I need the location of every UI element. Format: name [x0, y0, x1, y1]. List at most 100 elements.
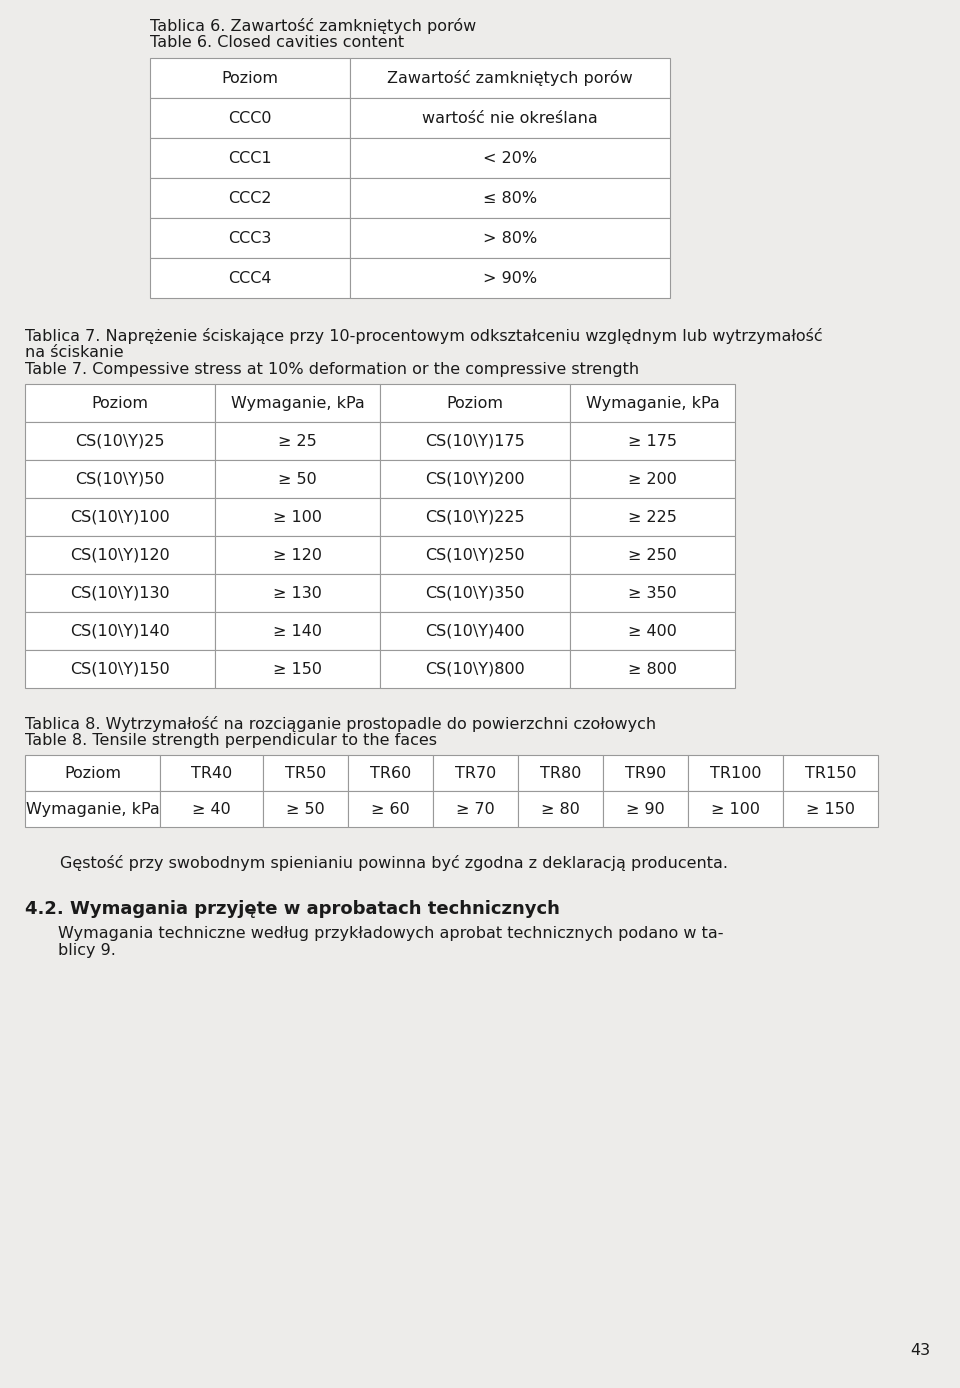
Text: CCC4: CCC4 [228, 271, 272, 286]
Text: Table 8. Tensile strength perpendicular to the faces: Table 8. Tensile strength perpendicular … [25, 733, 437, 748]
Text: Gęstość przy swobodnym spienianiu powinna być zgodna z deklaracją producenta.: Gęstość przy swobodnym spienianiu powinn… [60, 855, 728, 872]
Text: ≤ 80%: ≤ 80% [483, 190, 537, 205]
Bar [350, 58, 670, 99]
Text: ≥ 150: ≥ 150 [273, 662, 322, 676]
Text: CCC1: CCC1 [228, 150, 272, 165]
Text: Wymaganie, kPa: Wymaganie, kPa [230, 396, 365, 411]
Bar [25, 384, 215, 422]
Text: Tablica 7. Naprężenie ściskające przy 10-procentowym odkształceniu względnym lub: Tablica 7. Naprężenie ściskające przy 10… [25, 328, 823, 344]
Text: > 90%: > 90% [483, 271, 537, 286]
Text: CCC0: CCC0 [228, 111, 272, 125]
Text: CS(10\Y)200: CS(10\Y)200 [425, 472, 525, 487]
Text: ≥ 200: ≥ 200 [628, 472, 677, 487]
Text: CS(10\Y)225: CS(10\Y)225 [425, 509, 525, 525]
Text: ≥ 40: ≥ 40 [192, 801, 230, 816]
Text: ≥ 800: ≥ 800 [628, 662, 677, 676]
Bar [570, 575, 735, 612]
Text: na ściskanie: na ściskanie [25, 346, 124, 359]
Bar [160, 791, 263, 827]
Text: CCC3: CCC3 [228, 230, 272, 246]
Bar [150, 99, 350, 137]
Bar [150, 178, 350, 218]
Bar [380, 498, 570, 536]
Bar [688, 755, 783, 791]
Bar [25, 755, 160, 791]
Text: ≥ 225: ≥ 225 [628, 509, 677, 525]
Text: ≥ 350: ≥ 350 [628, 586, 677, 601]
Text: < 20%: < 20% [483, 150, 537, 165]
Text: TR90: TR90 [625, 766, 666, 780]
Bar [570, 536, 735, 575]
Text: ≥ 150: ≥ 150 [806, 801, 855, 816]
Text: CS(10\Y)350: CS(10\Y)350 [425, 586, 525, 601]
Bar [215, 650, 380, 688]
Text: ≥ 25: ≥ 25 [278, 433, 317, 448]
Bar [380, 650, 570, 688]
Bar [263, 791, 348, 827]
Bar [25, 612, 215, 650]
Text: Table 6. Closed cavities content: Table 6. Closed cavities content [150, 35, 404, 50]
Text: 4.2. Wymagania przyjęte w aprobatach technicznych: 4.2. Wymagania przyjęte w aprobatach tec… [25, 899, 560, 917]
Bar [348, 755, 433, 791]
Bar [215, 422, 380, 459]
Text: ≥ 100: ≥ 100 [711, 801, 760, 816]
Text: TR100: TR100 [709, 766, 761, 780]
Text: Table 7. Compessive stress at 10% deformation or the compressive strength: Table 7. Compessive stress at 10% deform… [25, 362, 639, 378]
Text: CS(10\Y)400: CS(10\Y)400 [425, 623, 525, 638]
Bar [570, 384, 735, 422]
Bar [433, 755, 518, 791]
Text: Poziom: Poziom [91, 396, 149, 411]
Bar [215, 459, 380, 498]
Bar [570, 612, 735, 650]
Bar [263, 755, 348, 791]
Text: ≥ 50: ≥ 50 [286, 801, 324, 816]
Bar [570, 498, 735, 536]
Bar [380, 384, 570, 422]
Bar [215, 536, 380, 575]
Text: ≥ 120: ≥ 120 [273, 547, 322, 562]
Bar [350, 178, 670, 218]
Text: Tablica 6. Zawartość zamkniętych porów: Tablica 6. Zawartość zamkniętych porów [150, 18, 476, 33]
Text: ≥ 400: ≥ 400 [628, 623, 677, 638]
Text: CS(10\Y)175: CS(10\Y)175 [425, 433, 525, 448]
Text: Wymagania techniczne według przykładowych aprobat technicznych podano w ta-: Wymagania techniczne według przykładowyc… [58, 926, 724, 941]
Text: Zawartość zamkniętych porów: Zawartość zamkniętych porów [387, 69, 633, 86]
Text: ≥ 70: ≥ 70 [456, 801, 494, 816]
Text: ≥ 175: ≥ 175 [628, 433, 677, 448]
Bar [380, 536, 570, 575]
Text: Poziom: Poziom [64, 766, 121, 780]
Bar [150, 258, 350, 298]
Bar [603, 755, 688, 791]
Text: Poziom: Poziom [446, 396, 503, 411]
Text: Poziom: Poziom [222, 71, 278, 86]
Bar [25, 536, 215, 575]
Bar [380, 422, 570, 459]
Text: ≥ 130: ≥ 130 [273, 586, 322, 601]
Bar [160, 755, 263, 791]
Bar [350, 137, 670, 178]
Bar [150, 218, 350, 258]
Text: TR50: TR50 [285, 766, 326, 780]
Bar [25, 575, 215, 612]
Text: blicy 9.: blicy 9. [58, 942, 116, 958]
Bar [380, 612, 570, 650]
Text: TR80: TR80 [540, 766, 581, 780]
Text: TR40: TR40 [191, 766, 232, 780]
Bar [25, 791, 160, 827]
Bar [215, 384, 380, 422]
Bar [380, 459, 570, 498]
Text: ≥ 100: ≥ 100 [273, 509, 322, 525]
Text: CS(10\Y)150: CS(10\Y)150 [70, 662, 170, 676]
Text: ≥ 80: ≥ 80 [541, 801, 580, 816]
Bar [518, 755, 603, 791]
Bar [603, 791, 688, 827]
Bar [350, 99, 670, 137]
Bar [570, 422, 735, 459]
Text: CS(10\Y)120: CS(10\Y)120 [70, 547, 170, 562]
Text: ≥ 50: ≥ 50 [278, 472, 317, 487]
Bar [570, 459, 735, 498]
Text: wartość nie określana: wartość nie określana [422, 111, 598, 125]
Text: TR60: TR60 [370, 766, 411, 780]
Bar [215, 498, 380, 536]
Bar [783, 791, 878, 827]
